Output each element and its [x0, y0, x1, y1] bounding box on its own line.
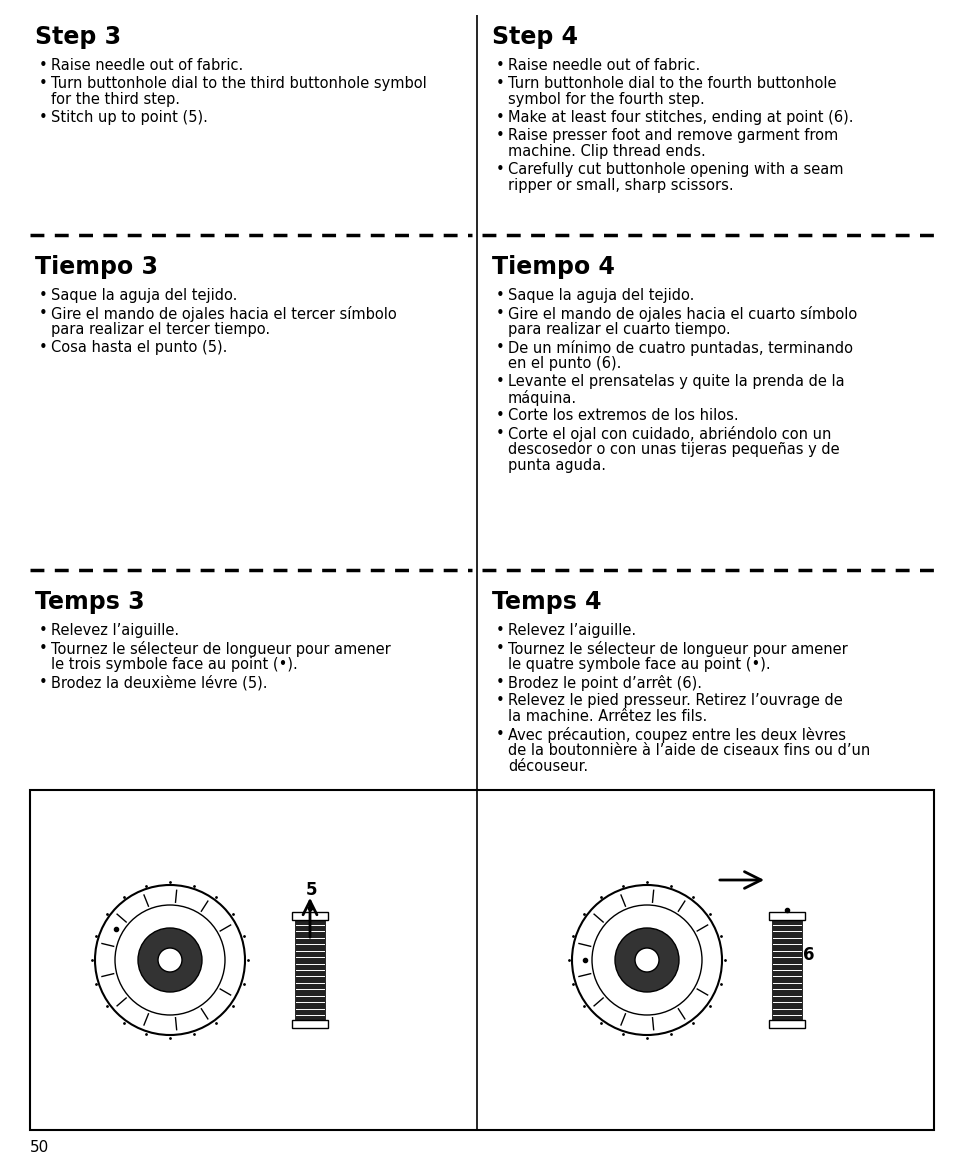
Text: Gire el mando de ojales hacia el tercer símbolo: Gire el mando de ojales hacia el tercer …	[51, 305, 396, 322]
Text: de la boutonnière à l’aide de ciseaux fins ou d’un: de la boutonnière à l’aide de ciseaux fi…	[507, 743, 869, 758]
Text: •: •	[39, 76, 48, 91]
Text: •: •	[496, 340, 504, 354]
Text: le quatre symbole face au point (•).: le quatre symbole face au point (•).	[507, 656, 770, 672]
Text: Turn buttonhole dial to the fourth buttonhole: Turn buttonhole dial to the fourth butto…	[507, 76, 836, 91]
Text: •: •	[496, 726, 504, 742]
Text: Tournez le sélecteur de longueur pour amener: Tournez le sélecteur de longueur pour am…	[51, 641, 391, 656]
Text: découseur.: découseur.	[507, 759, 587, 774]
Text: Tiempo 4: Tiempo 4	[492, 255, 615, 279]
Text: Tiempo 3: Tiempo 3	[35, 255, 158, 279]
Text: •: •	[496, 693, 504, 708]
Text: Brodez la deuxième lévre (5).: Brodez la deuxième lévre (5).	[51, 675, 267, 690]
Text: •: •	[496, 374, 504, 389]
Text: punta aguda.: punta aguda.	[507, 458, 605, 473]
Text: Raise needle out of fabric.: Raise needle out of fabric.	[51, 58, 243, 73]
Text: máquina.: máquina.	[507, 389, 577, 406]
Text: Raise presser foot and remove garment from: Raise presser foot and remove garment fr…	[507, 128, 838, 143]
Text: Brodez le point d’arrêt (6).: Brodez le point d’arrêt (6).	[507, 675, 701, 691]
Text: De un mínimo de cuatro puntadas, terminando: De un mínimo de cuatro puntadas, termina…	[507, 340, 852, 356]
Text: p3: p3	[686, 955, 697, 964]
Text: Make at least four stitches, ending at point (6).: Make at least four stitches, ending at p…	[507, 110, 853, 125]
Text: machine. Clip thread ends.: machine. Clip thread ends.	[507, 143, 705, 159]
Text: p4: p4	[673, 988, 683, 996]
Text: p1: p1	[165, 911, 175, 920]
Text: Saque la aguja del tejido.: Saque la aguja del tejido.	[51, 288, 237, 303]
Text: •: •	[39, 305, 48, 321]
Text: Corte el ojal con cuidado, abriéndolo con un: Corte el ojal con cuidado, abriéndolo co…	[507, 426, 830, 442]
Text: •: •	[39, 288, 48, 303]
Circle shape	[158, 948, 182, 972]
Text: •: •	[496, 426, 504, 441]
Text: para realizar el tercer tiempo.: para realizar el tercer tiempo.	[51, 322, 270, 337]
Text: •: •	[39, 623, 48, 638]
Text: la machine. Arrêtez les fils.: la machine. Arrêtez les fils.	[507, 709, 706, 724]
Text: •: •	[496, 76, 504, 91]
Text: Stitch up to point (5).: Stitch up to point (5).	[51, 110, 208, 125]
Text: Gire el mando de ojales hacia el cuarto símbolo: Gire el mando de ojales hacia el cuarto …	[507, 305, 857, 322]
Bar	[292, 912, 328, 920]
Text: Levante el prensatelas y quite la prenda de la: Levante el prensatelas y quite la prenda…	[507, 374, 843, 389]
Text: Saque la aguja del tejido.: Saque la aguja del tejido.	[507, 288, 694, 303]
Text: Raise needle out of fabric.: Raise needle out of fabric.	[507, 58, 700, 73]
Text: •: •	[39, 110, 48, 125]
Text: ripper or small, sharp scissors.: ripper or small, sharp scissors.	[507, 178, 733, 194]
Bar	[294, 915, 325, 1025]
Text: Step 3: Step 3	[35, 24, 121, 49]
Text: Carefully cut buttonhole opening with a seam: Carefully cut buttonhole opening with a …	[507, 162, 842, 177]
Text: •: •	[496, 58, 504, 73]
Text: Relevez le pied presseur. Retirez l’ouvrage de: Relevez le pied presseur. Retirez l’ouvr…	[507, 693, 841, 708]
Bar	[768, 1020, 804, 1028]
Text: p2: p2	[196, 923, 207, 933]
Text: Tournez le sélecteur de longueur pour amener: Tournez le sélecteur de longueur pour am…	[507, 641, 847, 656]
Text: Temps 3: Temps 3	[35, 590, 145, 614]
Text: •: •	[39, 675, 48, 690]
Text: •: •	[496, 675, 504, 690]
Text: •: •	[496, 408, 504, 423]
Text: for the third step.: for the third step.	[51, 92, 180, 107]
Bar	[768, 912, 804, 920]
Text: •: •	[496, 128, 504, 143]
Text: para realizar el cuarto tiempo.: para realizar el cuarto tiempo.	[507, 322, 730, 337]
Bar	[771, 915, 801, 1025]
Text: Relevez l’aiguille.: Relevez l’aiguille.	[51, 623, 179, 638]
Text: Turn buttonhole dial to the third buttonhole symbol: Turn buttonhole dial to the third button…	[51, 76, 426, 91]
Text: •: •	[39, 58, 48, 73]
Text: •: •	[496, 162, 504, 177]
Text: •: •	[39, 340, 48, 354]
Text: •: •	[496, 305, 504, 321]
Text: •: •	[39, 641, 48, 656]
Bar	[30, 791, 933, 1130]
Bar	[292, 1020, 328, 1028]
Text: •: •	[496, 623, 504, 638]
Text: Step 4: Step 4	[492, 24, 578, 49]
Text: p4: p4	[196, 988, 207, 996]
Circle shape	[635, 948, 659, 972]
Text: le trois symbole face au point (•).: le trois symbole face au point (•).	[51, 656, 297, 672]
Text: Temps 4: Temps 4	[492, 590, 601, 614]
Text: p3: p3	[210, 955, 220, 964]
Text: Cosa hasta el punto (5).: Cosa hasta el punto (5).	[51, 340, 227, 354]
Circle shape	[138, 928, 202, 992]
Text: Relevez l’aiguille.: Relevez l’aiguille.	[507, 623, 636, 638]
Text: Avec précaution, coupez entre les deux lèvres: Avec précaution, coupez entre les deux l…	[507, 726, 845, 743]
Text: 6: 6	[802, 946, 814, 964]
Text: •: •	[496, 110, 504, 125]
Text: •: •	[496, 288, 504, 303]
Text: •: •	[496, 641, 504, 656]
Circle shape	[615, 928, 679, 992]
Text: Corte los extremos de los hilos.: Corte los extremos de los hilos.	[507, 408, 738, 423]
Text: descosedor o con unas tijeras pequeñas y de: descosedor o con unas tijeras pequeñas y…	[507, 442, 839, 457]
Text: en el punto (6).: en el punto (6).	[507, 356, 620, 371]
Text: symbol for the fourth step.: symbol for the fourth step.	[507, 92, 704, 107]
Text: p2: p2	[673, 923, 683, 933]
Text: p1: p1	[641, 911, 652, 920]
Text: 50: 50	[30, 1140, 50, 1156]
Text: 5: 5	[306, 881, 317, 899]
